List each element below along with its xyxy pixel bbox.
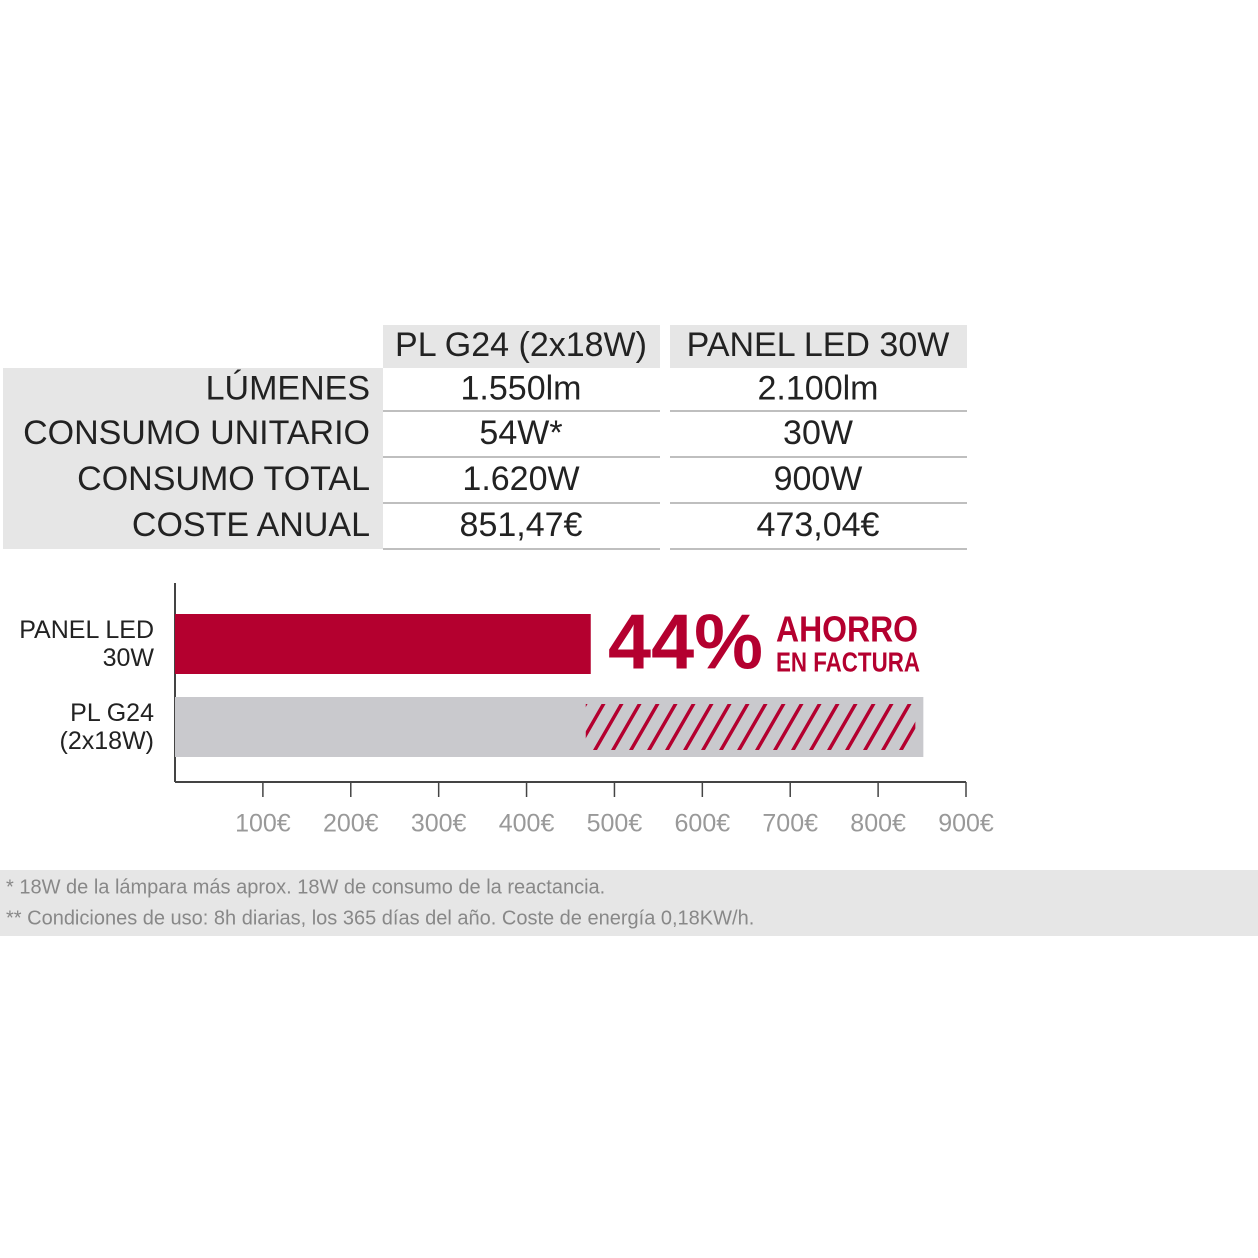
cell: 851,47€ xyxy=(460,506,583,544)
row-label: COSTE ANUAL xyxy=(132,506,370,544)
savings-text: EN FACTURA xyxy=(776,646,920,677)
x-tick-label: 900€ xyxy=(938,810,994,838)
cell: 473,04€ xyxy=(757,506,880,544)
footnote-band xyxy=(0,870,1258,936)
category-label: PANEL LED 30W xyxy=(19,616,154,672)
x-tick-label: 800€ xyxy=(850,810,906,838)
header-cell xyxy=(670,325,967,368)
footnote: ** Condiciones de uso: 8h diarias, los 3… xyxy=(6,907,754,929)
column-header: PANEL LED 30W xyxy=(687,326,950,364)
x-tick-label: 200€ xyxy=(323,810,379,838)
cell: 54W* xyxy=(479,414,562,452)
x-tick-label: 300€ xyxy=(411,810,467,838)
cell: 30W xyxy=(783,414,853,452)
footnote: * 18W de la lámpara más aprox. 18W de co… xyxy=(6,876,605,898)
x-tick-label: 500€ xyxy=(587,810,643,838)
x-tick-label: 600€ xyxy=(675,810,731,838)
column-header: PL G24 (2x18W) xyxy=(395,326,647,364)
x-tick-label: 400€ xyxy=(499,810,555,838)
x-tick-label: 100€ xyxy=(235,810,291,838)
row-label: CONSUMO UNITARIO xyxy=(23,414,370,452)
savings-hatch xyxy=(585,704,916,750)
cell: 900W xyxy=(774,460,863,498)
category-label: PL G24 (2x18W) xyxy=(59,699,154,755)
savings-text: AHORRO xyxy=(776,609,918,650)
cell: 1.550lm xyxy=(461,369,582,407)
cell: 2.100lm xyxy=(758,369,879,407)
row-label-band xyxy=(3,368,383,549)
bar xyxy=(175,614,591,674)
row-label: CONSUMO TOTAL xyxy=(77,460,370,498)
cell: 1.620W xyxy=(462,460,579,498)
savings-value: 44% xyxy=(608,598,763,686)
x-tick-label: 700€ xyxy=(762,810,818,838)
header-cell xyxy=(383,325,660,368)
row-label: LÚMENES xyxy=(206,369,370,407)
